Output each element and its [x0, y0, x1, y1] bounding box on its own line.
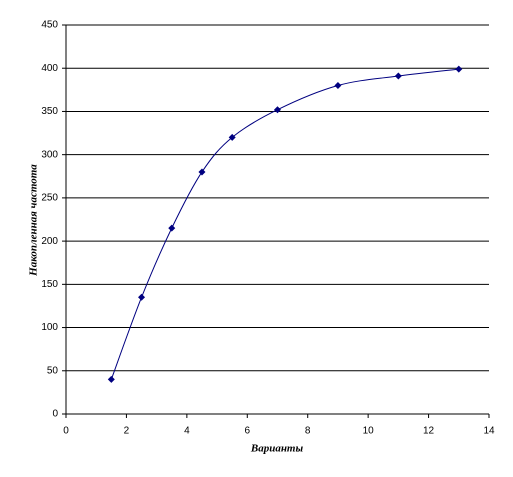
y-tick-label: 0	[52, 409, 58, 420]
point	[138, 293, 146, 301]
y-tick-label: 300	[41, 149, 58, 160]
x-axis-title: Варианты	[250, 443, 304, 455]
y-tick-label: 450	[41, 20, 58, 31]
point	[168, 224, 176, 232]
y-tick-label: 200	[41, 236, 58, 247]
point	[274, 106, 281, 114]
x-tick-label: 6	[245, 426, 251, 437]
x-tick-label: 4	[184, 426, 190, 437]
point	[334, 82, 342, 90]
y-tick-label: 100	[41, 322, 58, 333]
x-tick-label: 12	[423, 426, 435, 437]
y-axis-title: Накопленная частота	[28, 164, 40, 277]
x-tick-label: 2	[124, 426, 130, 437]
y-tick-label: 350	[41, 106, 58, 117]
curve	[110, 68, 459, 380]
point	[455, 65, 463, 73]
point	[198, 168, 206, 176]
x-tick-label: 10	[363, 426, 375, 437]
point	[228, 133, 236, 141]
y-tick-label: 150	[41, 279, 58, 290]
y-tick-label: 250	[41, 193, 58, 204]
point	[394, 72, 402, 80]
x-tick-label: 8	[305, 426, 311, 437]
y-tick-label: 50	[47, 365, 59, 376]
point	[107, 375, 115, 383]
y-tick-label: 400	[41, 63, 58, 74]
x-tick-label: 0	[63, 426, 69, 437]
x-tick-label: 14	[483, 426, 495, 437]
